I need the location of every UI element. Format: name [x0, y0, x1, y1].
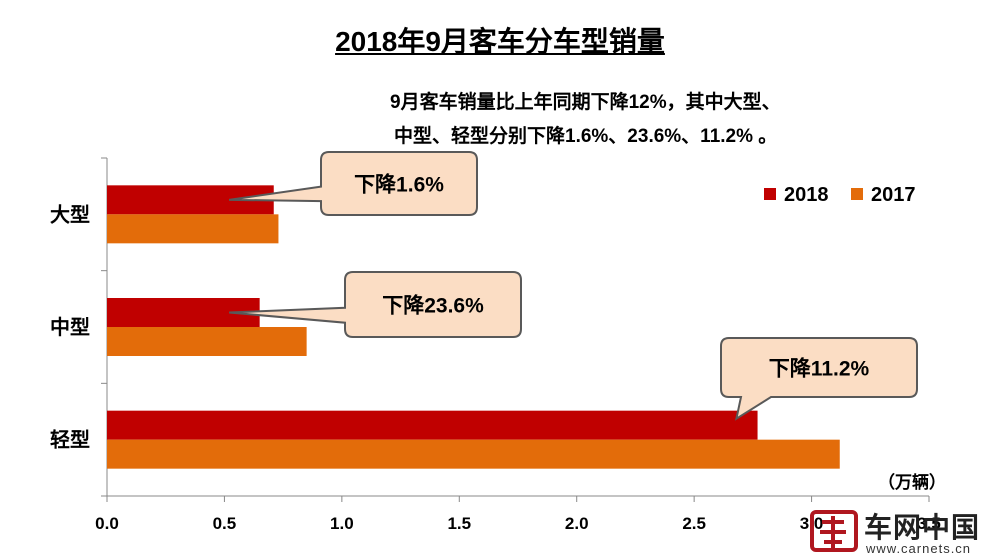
legend-2018: 2018: [764, 184, 829, 207]
watermark-logo: 车网中国 www.carnets.cn: [798, 506, 998, 558]
category-label: 轻型: [50, 428, 90, 452]
callout-label-2: 下降11.2%: [769, 357, 870, 381]
legend-2017: 2017: [851, 184, 916, 207]
unit-label: （万辆）: [878, 473, 946, 492]
x-tick-label: 2.5: [682, 514, 706, 533]
category-label: 大型: [50, 203, 90, 226]
summary-note-line2: 中型、轻型分别下降1.6%、23.6%、11.2% 。: [394, 126, 778, 147]
x-tick-label: 2.0: [565, 514, 589, 533]
bar-2018-2: [107, 410, 758, 440]
legend-swatch-2018: [764, 188, 776, 201]
x-tick-label: 3.5: [917, 514, 941, 533]
callout-box-2: [720, 337, 918, 421]
bar-2017-2: [107, 439, 840, 469]
legend-swatch-2017: [851, 188, 863, 201]
callout-box-0: [228, 151, 478, 216]
logo-brand: 车网中国: [864, 512, 981, 543]
legend-label-2018: 2018: [784, 184, 829, 206]
legend-label-2017: 2017: [871, 184, 916, 206]
callout-label-0: 下降1.6%: [354, 173, 444, 197]
summary-note: 9月客车销量比上年同期下降12%，其中大型、 中型、轻型分别下降1.6%、23.…: [390, 86, 950, 154]
x-tick-label: 1.5: [447, 514, 471, 533]
bar-2017-1: [107, 327, 307, 356]
callout-label-1: 下降23.6%: [382, 294, 484, 318]
chart-title: 2018年9月客车分车型销量: [335, 26, 665, 57]
logo-url: www.carnets.cn: [866, 541, 972, 556]
category-label: 中型: [50, 315, 90, 339]
x-tick-label: 1.0: [330, 514, 354, 533]
summary-note-line1: 9月客车销量比上年同期下降12%，其中大型、: [390, 92, 781, 113]
bar-2017-0: [107, 214, 279, 244]
x-tick-label: 0.0: [95, 514, 119, 533]
callout-box-1: [229, 271, 522, 338]
logo-icon: [810, 510, 858, 552]
x-tick-label: 0.5: [213, 514, 237, 533]
